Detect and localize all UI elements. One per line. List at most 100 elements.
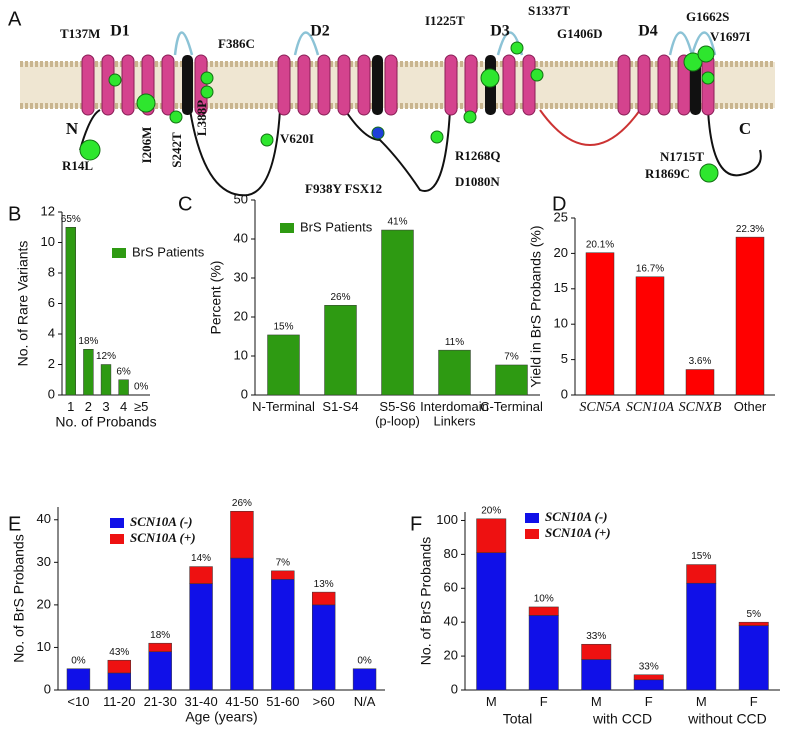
y-tick-label: 20: [444, 648, 458, 663]
bar: [581, 659, 612, 691]
domain-label: D1: [110, 23, 130, 40]
bar: [476, 518, 507, 553]
domain-label: D4: [638, 23, 658, 40]
y-tick-label: 30: [37, 554, 51, 569]
legend-swatch: [110, 518, 124, 528]
x-tick-label: N/A: [354, 694, 376, 709]
x-tick-label: Other: [734, 399, 767, 414]
y-tick-label: 40: [234, 230, 248, 245]
bar-annotation: 33%: [586, 631, 606, 642]
x-tick-label: C-Terminal: [480, 399, 543, 414]
x-tick-label: 31-40: [184, 694, 217, 709]
bar: [311, 604, 336, 691]
bar: [381, 229, 414, 396]
bar-annotation: 11%: [445, 337, 464, 348]
variant-label: R1268Q: [455, 148, 501, 163]
bar-annotation: 15%: [273, 322, 293, 333]
bar-annotation: 0%: [71, 655, 86, 666]
y-tick-label: 15: [554, 280, 568, 295]
bar-annotation: 18%: [150, 630, 170, 641]
bar-annotation: 20%: [481, 505, 501, 516]
bar: [686, 582, 717, 691]
panel-label: F: [410, 513, 422, 535]
bar: [83, 349, 94, 396]
value-label: 22.3%: [736, 224, 764, 235]
y-tick-label: 2: [48, 356, 55, 371]
bar-annotation: 41%: [387, 217, 407, 228]
bar-annotation: 7%: [504, 352, 519, 363]
bar-annotation: 0%: [357, 655, 372, 666]
bar: [267, 334, 300, 396]
bar: [118, 379, 129, 396]
legend-label: SCN10A (-): [545, 509, 607, 524]
bar: [271, 579, 295, 691]
y-axis-label: No. of BrS Probands: [418, 537, 434, 665]
legend-label: BrS Patients: [300, 219, 373, 234]
x-tick-label: SCN5A: [579, 400, 621, 415]
bar: [738, 621, 769, 626]
y-tick-label: 0: [451, 681, 458, 696]
bar: [686, 564, 717, 584]
bar: [107, 659, 132, 674]
y-tick-label: 40: [37, 511, 51, 526]
bar-annotation: 33%: [639, 661, 659, 672]
x-tick-label: F: [645, 694, 653, 709]
legend-swatch: [280, 223, 294, 233]
bar: [148, 642, 172, 652]
x-tick-label: 4: [120, 399, 127, 414]
bar: [738, 625, 769, 691]
x-tick-label: 51-60: [266, 694, 299, 709]
variant-dot: [200, 85, 214, 99]
bar-annotation: 65%: [61, 214, 81, 225]
panel-label: D: [552, 193, 566, 215]
membrane: [20, 31, 775, 197]
bar-annotation: 18%: [78, 336, 98, 347]
variant-dot: [463, 110, 477, 124]
y-tick-label: 30: [234, 269, 248, 284]
y-tick-label: 0: [561, 386, 568, 401]
x-tick-label: 21-30: [144, 694, 177, 709]
value-label: 3.6%: [689, 356, 712, 367]
bar: [495, 364, 528, 396]
terminus-label: N: [66, 119, 79, 138]
y-tick-label: 5: [561, 351, 568, 366]
variant-dot: [371, 126, 385, 140]
bar-annotation: 7%: [276, 557, 291, 568]
variant-dot: [79, 139, 101, 161]
group-label: with CCD: [592, 711, 652, 727]
x-tick-label: >60: [313, 694, 335, 709]
bar-annotation: 26%: [330, 292, 350, 303]
value-label: 16.7%: [636, 263, 664, 274]
bar-annotation: 43%: [109, 647, 129, 658]
panel-label: B: [8, 203, 21, 225]
bar: [66, 668, 91, 691]
y-tick-label: 40: [444, 614, 458, 629]
variant-label: V1697I: [710, 29, 750, 44]
legend-swatch: [525, 529, 539, 539]
y-tick-label: 0: [44, 681, 51, 696]
bar: [635, 276, 665, 396]
group-label: Total: [503, 711, 533, 727]
variant-label: L388P: [194, 100, 209, 136]
variant-dot: [510, 41, 524, 55]
variant-dot: [530, 68, 544, 82]
terminus-label: C: [739, 119, 751, 138]
y-tick-label: 10: [554, 316, 568, 331]
bar-annotation: 14%: [191, 553, 211, 564]
x-axis-label: No. of Probands: [55, 414, 156, 430]
variant-dot: [136, 93, 156, 113]
variant-label: T137M: [60, 26, 100, 41]
variant-dot: [683, 52, 703, 72]
y-tick-label: 20: [37, 596, 51, 611]
variant-dot: [480, 68, 500, 88]
y-tick-label: 8: [48, 264, 55, 279]
legend-swatch: [110, 534, 124, 544]
legend-label: SCN10A (-): [130, 514, 192, 529]
variant-label: I206M: [139, 127, 154, 164]
bar: [633, 674, 664, 681]
variant-label: S242T: [169, 132, 184, 168]
bar: [230, 557, 254, 691]
variant-label: I1225T: [425, 13, 465, 28]
bar-annotation: 6%: [116, 366, 131, 377]
